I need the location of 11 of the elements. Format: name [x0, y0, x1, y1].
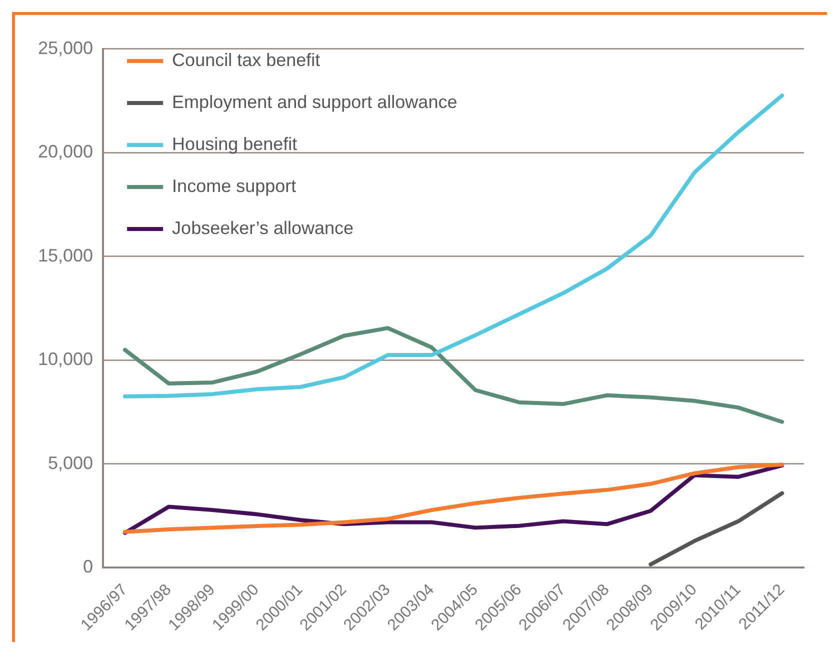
- legend-label: Jobseeker’s allowance: [172, 218, 354, 238]
- legend-label: Housing benefit: [172, 134, 298, 154]
- y-tick-label: 10,000: [38, 349, 94, 370]
- legend-label: Income support: [172, 176, 296, 196]
- legend-label: Employment and support allowance: [172, 92, 458, 112]
- y-tick-label: 25,000: [38, 38, 94, 58]
- y-tick-label: 0: [83, 556, 94, 576]
- y-tick-label: 20,000: [38, 142, 94, 162]
- y-tick-label: 15,000: [38, 245, 94, 266]
- legend-label: Council tax benefit: [172, 50, 320, 70]
- y-tick-label: 5,000: [48, 452, 94, 473]
